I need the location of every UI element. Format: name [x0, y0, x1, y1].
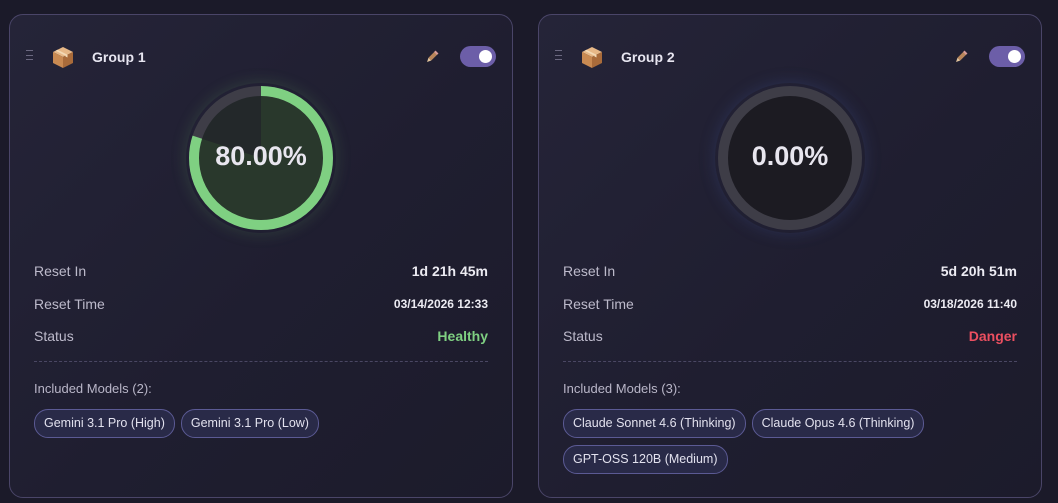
status-row: Status Healthy — [34, 325, 488, 347]
enable-toggle[interactable] — [460, 46, 496, 67]
included-models-label: Included Models (2): — [34, 381, 152, 396]
enable-toggle[interactable] — [989, 46, 1025, 67]
toggle-knob — [1008, 50, 1021, 63]
pencil-icon[interactable] — [953, 49, 969, 65]
reset-time-row: Reset Time 03/18/2026 11:40 — [563, 293, 1017, 315]
status-value: Healthy — [437, 328, 488, 344]
model-chip[interactable]: Gemini 3.1 Pro (Low) — [180, 409, 319, 438]
divider — [563, 361, 1017, 362]
gauge-progress-arc — [189, 86, 333, 230]
status-label: Status — [563, 328, 603, 344]
drag-handle-icon[interactable] — [555, 50, 564, 60]
reset-time-label: Reset Time — [34, 296, 105, 312]
status-label: Status — [34, 328, 74, 344]
reset-time-row: Reset Time 03/14/2026 12:33 — [34, 293, 488, 315]
divider — [34, 361, 488, 362]
model-chip[interactable]: Gemini 3.1 Pro (High) — [34, 409, 175, 438]
drag-handle-icon[interactable] — [26, 50, 35, 60]
group-title: Group 1 — [92, 49, 146, 65]
group-card: Group 1 80.00% Reset In 1d 21h 45m Reset… — [9, 14, 513, 498]
model-chips: Claude Sonnet 4.6 (Thinking) Claude Opus… — [563, 409, 1017, 474]
reset-in-value: 1d 21h 45m — [411, 263, 488, 279]
reset-in-row: Reset In 5d 20h 51m — [563, 260, 1017, 282]
package-box-icon — [582, 47, 602, 68]
reset-in-value: 5d 20h 51m — [940, 263, 1017, 279]
model-chip[interactable]: Claude Sonnet 4.6 (Thinking) — [563, 409, 746, 438]
usage-percent: 0.00% — [751, 141, 829, 171]
usage-percent: 80.00% — [215, 141, 307, 171]
usage-gauge: 80.00% — [186, 83, 336, 233]
card-header: Group 2 — [555, 43, 1025, 71]
card-header: Group 1 — [26, 43, 496, 71]
status-row: Status Danger — [563, 325, 1017, 347]
group-card: Group 2 0.00% Reset In 5d 20h 51m Reset … — [538, 14, 1042, 498]
pencil-icon[interactable] — [424, 49, 440, 65]
model-chips: Gemini 3.1 Pro (High) Gemini 3.1 Pro (Lo… — [34, 409, 488, 438]
model-chip[interactable]: Claude Opus 4.6 (Thinking) — [751, 409, 925, 438]
reset-time-value: 03/18/2026 11:40 — [923, 297, 1017, 311]
toggle-knob — [479, 50, 492, 63]
reset-time-label: Reset Time — [563, 296, 634, 312]
usage-gauge: 0.00% — [715, 83, 865, 233]
reset-in-label: Reset In — [34, 263, 87, 279]
reset-time-value: 03/14/2026 12:33 — [393, 297, 488, 311]
package-box-icon — [53, 47, 73, 68]
status-value: Danger — [968, 328, 1017, 344]
included-models-label: Included Models (3): — [563, 381, 681, 396]
model-chip[interactable]: GPT-OSS 120B (Medium) — [563, 445, 728, 474]
gauge-track — [718, 86, 862, 230]
reset-in-row: Reset In 1d 21h 45m — [34, 260, 488, 282]
reset-in-label: Reset In — [563, 263, 616, 279]
gauge-fill-sector — [199, 96, 323, 220]
group-title: Group 2 — [621, 49, 675, 65]
